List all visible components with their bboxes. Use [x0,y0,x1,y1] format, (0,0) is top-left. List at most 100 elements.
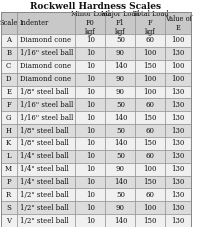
Text: 100: 100 [171,62,185,70]
Bar [105,137,135,150]
Bar [105,163,135,175]
Bar [165,60,191,73]
Bar [135,12,165,34]
Bar [1,98,17,111]
Text: 130: 130 [171,191,185,199]
Bar [75,86,105,98]
Bar [105,175,135,188]
Text: 1/8" steel ball: 1/8" steel ball [20,139,68,147]
Bar [105,124,135,137]
Text: Minor Load
F0
kgf: Minor Load F0 kgf [71,10,110,37]
Bar [17,111,75,124]
Text: 50: 50 [116,101,125,109]
Text: G: G [6,114,11,122]
Bar [165,73,191,86]
Bar [17,98,75,111]
Text: 10: 10 [86,62,95,70]
Bar [135,124,165,137]
Bar [135,175,165,188]
Text: 1/8" steel ball: 1/8" steel ball [20,126,68,135]
Bar [165,124,191,137]
Text: Scale: Scale [0,19,18,27]
Bar [165,163,191,175]
Text: 90: 90 [116,88,125,96]
Bar [17,175,75,188]
Bar [165,34,191,47]
Text: 10: 10 [86,88,95,96]
Text: 10: 10 [86,165,95,173]
Bar [75,137,105,150]
Text: 130: 130 [171,165,185,173]
Text: Rockwell Hardness Scales: Rockwell Hardness Scales [30,2,161,11]
Bar [105,86,135,98]
Text: 10: 10 [86,178,95,186]
Bar [17,124,75,137]
Bar [75,73,105,86]
Bar [165,201,191,214]
Text: 100: 100 [144,49,157,57]
Bar [17,214,75,227]
Bar [165,150,191,163]
Bar [165,12,191,34]
Text: 10: 10 [86,49,95,57]
Text: 50: 50 [116,126,125,135]
Text: F: F [6,101,11,109]
Text: 1/16" steel ball: 1/16" steel ball [20,114,73,122]
Bar [105,73,135,86]
Bar [1,111,17,124]
Bar [135,34,165,47]
Bar [165,188,191,201]
Bar [17,60,75,73]
Text: 10: 10 [86,75,95,83]
Text: S: S [6,204,11,212]
Text: 90: 90 [116,165,125,173]
Text: Diamond cone: Diamond cone [20,75,71,83]
Text: 100: 100 [144,75,157,83]
Bar [75,34,105,47]
Bar [105,150,135,163]
Text: R: R [6,191,11,199]
Bar [105,111,135,124]
Text: 90: 90 [116,49,125,57]
Bar [75,47,105,60]
Text: Diamond cone: Diamond cone [20,62,71,70]
Text: 10: 10 [86,191,95,199]
Text: 10: 10 [86,126,95,135]
Text: 50: 50 [116,191,125,199]
Bar [75,111,105,124]
Bar [135,163,165,175]
Text: 140: 140 [114,114,127,122]
Bar [17,86,75,98]
Text: 60: 60 [146,101,155,109]
Bar [105,98,135,111]
Bar [1,60,17,73]
Bar [17,137,75,150]
Text: 1/2" steel ball: 1/2" steel ball [20,217,68,225]
Text: 10: 10 [86,217,95,225]
Bar [1,137,17,150]
Text: 130: 130 [171,101,185,109]
Bar [1,150,17,163]
Text: 150: 150 [144,62,157,70]
Text: 60: 60 [146,152,155,160]
Text: 1/2" steel ball: 1/2" steel ball [20,191,68,199]
Bar [17,47,75,60]
Bar [105,60,135,73]
Text: Major Load
F1
kgf: Major Load F1 kgf [101,10,140,37]
Bar [135,201,165,214]
Text: Indenter: Indenter [20,19,49,27]
Bar [75,150,105,163]
Bar [165,214,191,227]
Bar [135,86,165,98]
Bar [165,137,191,150]
Text: 90: 90 [116,75,125,83]
Bar [1,214,17,227]
Text: 90: 90 [116,204,125,212]
Bar [105,188,135,201]
Text: 1/16" steel ball: 1/16" steel ball [20,49,73,57]
Bar [135,150,165,163]
Bar [75,60,105,73]
Bar [17,201,75,214]
Text: 60: 60 [146,126,155,135]
Bar [135,188,165,201]
